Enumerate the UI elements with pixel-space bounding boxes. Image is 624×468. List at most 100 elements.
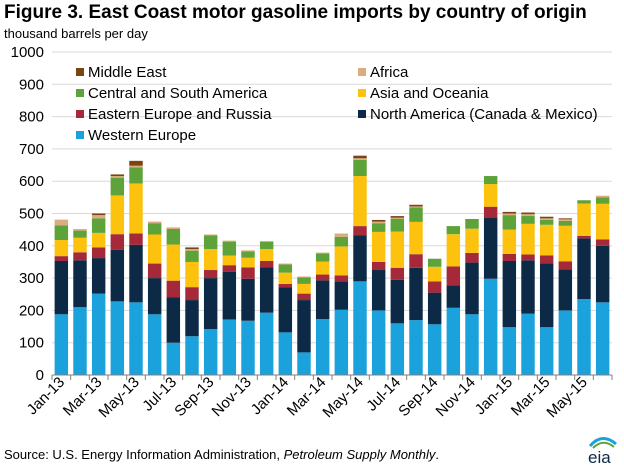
bar-segment: [73, 307, 87, 375]
bar-segment: [129, 167, 143, 184]
bar-segment: [446, 285, 461, 308]
x-tick-label: Nov-13: [209, 374, 255, 420]
bar-segment: [259, 249, 274, 261]
bar-segment: [446, 226, 461, 235]
legend-label: Central and South America: [88, 85, 268, 102]
bar-segment: [502, 211, 517, 214]
bar-segment: [110, 234, 125, 250]
bar-segment: [110, 176, 125, 178]
bar-segment: [371, 221, 386, 224]
bar-segment: [278, 272, 293, 284]
bar-segment: [539, 218, 554, 220]
bar-segment: [353, 235, 367, 282]
bar-segment: [185, 336, 199, 375]
source-suffix: .: [435, 447, 440, 462]
y-tick-label: 200: [19, 302, 44, 319]
legend-swatch: [358, 68, 366, 76]
bar-segment: [297, 352, 311, 375]
bar-segment: [315, 274, 330, 281]
bar-segment: [409, 267, 423, 321]
bar-segment: [222, 241, 237, 256]
legend-swatch: [76, 68, 84, 76]
bar-segment: [427, 258, 442, 267]
bar-segment: [353, 155, 367, 159]
bar-segment: [203, 249, 218, 271]
bar-segment: [147, 314, 162, 375]
bar-segment: [166, 297, 181, 343]
bar-segment: [390, 216, 405, 218]
bar-segment: [409, 204, 423, 207]
y-tick-label: 500: [19, 206, 44, 223]
bar-segment: [54, 219, 69, 226]
bar-segment: [577, 299, 591, 375]
bar-segment: [259, 241, 274, 250]
bar-segment: [595, 239, 610, 246]
bar-segment: [241, 320, 255, 375]
bar-segment: [73, 230, 87, 238]
bar-segment: [147, 221, 162, 224]
bar-segment: [558, 269, 573, 311]
bar-segment: [166, 227, 181, 230]
bar-segment: [353, 281, 367, 375]
bar-segment: [577, 200, 591, 204]
bar-segment: [203, 234, 218, 236]
eia-logo: eia: [588, 437, 617, 466]
legend-swatch: [76, 110, 84, 118]
bar-segment: [110, 301, 125, 375]
bar-segment: [73, 229, 87, 231]
y-tick-label: 700: [19, 141, 44, 158]
chart-title: Figure 3. East Coast motor gasoline impo…: [4, 2, 587, 23]
bar-segment: [203, 235, 218, 250]
bar-segment: [409, 320, 423, 375]
bar-segment: [371, 223, 386, 232]
bar-segment: [54, 239, 69, 257]
bar-segment: [539, 219, 554, 225]
bar-segment: [278, 283, 293, 288]
legend-label: North America (Canada & Mexico): [370, 106, 598, 123]
bar-segment: [334, 281, 349, 310]
legend-label: Middle East: [88, 64, 167, 81]
bar-segment: [91, 293, 106, 375]
bar-segment: [73, 237, 87, 253]
bar-segment: [446, 307, 461, 375]
bar-segment: [390, 218, 405, 232]
bar-segment: [259, 240, 274, 242]
bar-segment: [558, 218, 573, 220]
logo-text: eia: [588, 448, 611, 466]
bar-segment: [91, 258, 106, 294]
bar-segment: [427, 281, 442, 293]
bar-segment: [110, 174, 125, 177]
stacked-bar-chart: 0 100 200 300 400 500 600 700 800 900 1000 Jan-13 Ma…: [11, 44, 613, 421]
bar-segment: [409, 221, 423, 255]
bar-segment: [539, 327, 554, 375]
bar-segment: [222, 265, 237, 272]
bar-segment: [502, 213, 517, 216]
legend-label: Asia and Oceania: [370, 85, 489, 102]
bar-segment: [390, 279, 405, 324]
bar-segment: [483, 206, 498, 219]
legend-swatch: [76, 89, 84, 97]
bar-segment: [278, 263, 293, 265]
bar-segment: [558, 219, 573, 221]
bar-segment: [185, 300, 199, 337]
x-tick-label: Nov-14: [433, 374, 479, 420]
bar-segment: [558, 220, 573, 226]
bar-segment: [409, 254, 423, 268]
bar-segment: [371, 219, 386, 222]
y-tick-label: 100: [19, 335, 44, 352]
bar-segment: [73, 260, 87, 308]
bar-segment: [483, 218, 498, 279]
bar-segment: [502, 253, 517, 261]
bar-segment: [185, 261, 199, 288]
bar-segment: [185, 249, 199, 251]
bar-segment: [315, 319, 330, 375]
bar-segment: [315, 252, 330, 254]
source-publication: Petroleum Supply Monthly: [283, 447, 436, 462]
bar-segment: [91, 213, 106, 216]
legend-swatch: [76, 131, 84, 139]
bar-segment: [297, 277, 311, 284]
y-tick-label: 900: [19, 76, 44, 93]
bar-segment: [539, 263, 554, 328]
bar-segment: [147, 223, 162, 235]
bar-segment: [297, 300, 311, 353]
